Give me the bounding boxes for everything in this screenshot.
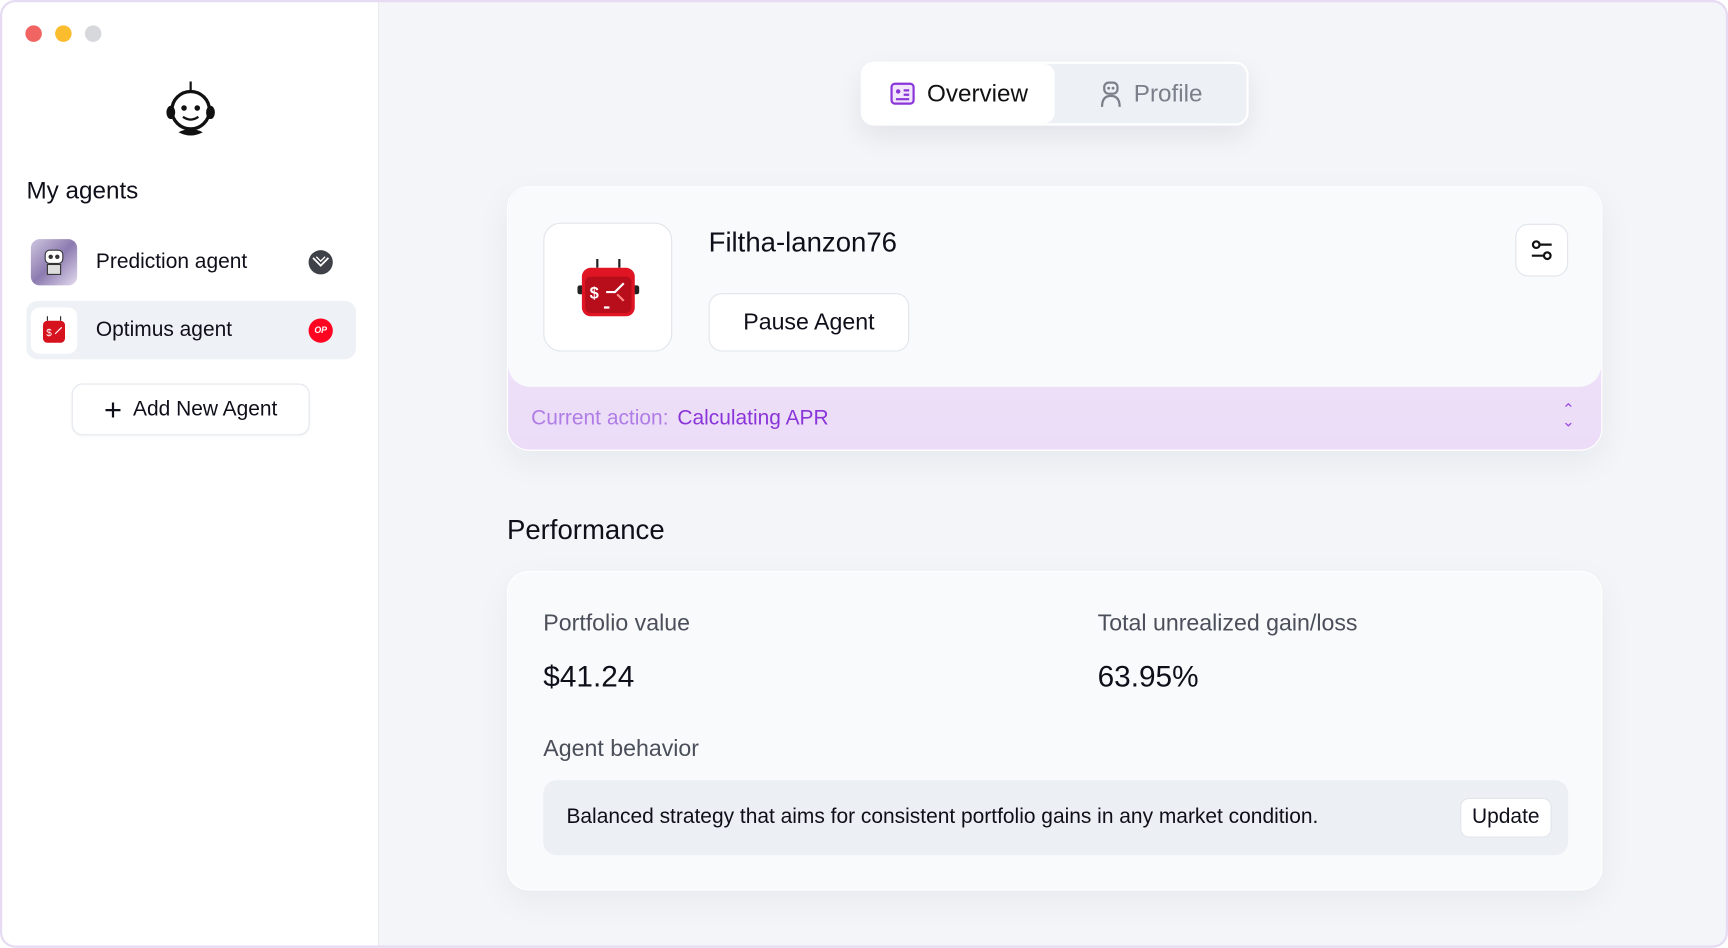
add-new-agent-label: Add New Agent bbox=[133, 397, 278, 421]
robot-person-icon bbox=[1100, 81, 1121, 107]
plus-icon: + bbox=[103, 391, 122, 426]
settings-sliders-button[interactable] bbox=[1515, 223, 1569, 277]
expand-collapse-chevron-icon[interactable]: ⌃ ⌄ bbox=[1561, 400, 1575, 430]
view-tabs: Overview Profile bbox=[860, 61, 1249, 126]
performance-heading: Performance bbox=[506, 514, 665, 546]
agent-behavior-label: Agent behavior bbox=[543, 736, 700, 762]
sliders-icon bbox=[1531, 240, 1552, 261]
tab-overview[interactable]: Overview bbox=[862, 63, 1055, 124]
pause-agent-button[interactable]: Pause Agent bbox=[708, 293, 910, 352]
agent-card: $ Filtha-lanzon76 Pause Agent Current ac… bbox=[506, 186, 1603, 451]
agent-name: Optimus agent bbox=[95, 317, 233, 342]
gnosis-icon bbox=[308, 249, 333, 274]
tab-label: Overview bbox=[926, 79, 1029, 107]
optimism-icon: OP bbox=[308, 317, 333, 343]
svg-text:$: $ bbox=[46, 328, 52, 339]
current-action-label: Current action: bbox=[531, 406, 669, 430]
maximize-window-button[interactable] bbox=[84, 25, 102, 42]
performance-card: Portfolio value $41.24 Total unrealized … bbox=[506, 570, 1603, 891]
gain-loss-value: 63.95% bbox=[1097, 660, 1199, 694]
minimize-window-button[interactable] bbox=[55, 25, 72, 42]
id-card-icon bbox=[890, 82, 915, 105]
agent-behavior-box: Balanced strategy that aims for consiste… bbox=[543, 780, 1569, 856]
sidebar: My agents Prediction agent $ Optimus age… bbox=[2, 2, 380, 946]
portfolio-value-label: Portfolio value bbox=[543, 610, 690, 636]
my-agents-heading: My agents bbox=[26, 176, 139, 204]
tab-label: Profile bbox=[1133, 79, 1203, 107]
prediction-agent-avatar bbox=[30, 238, 78, 285]
gain-loss-label: Total unrealized gain/loss bbox=[1097, 610, 1358, 636]
agent-name: Prediction agent bbox=[95, 249, 248, 273]
tab-profile[interactable]: Profile bbox=[1055, 64, 1247, 124]
sidebar-item-prediction-agent[interactable]: Prediction agent bbox=[26, 233, 356, 291]
current-action: Current action: Calculating APR bbox=[531, 407, 828, 431]
agent-name-title: Filtha-lanzon76 bbox=[708, 227, 897, 258]
close-window-button[interactable] bbox=[25, 25, 42, 42]
portfolio-value: $41.24 bbox=[543, 660, 635, 694]
svg-text:$: $ bbox=[589, 283, 598, 302]
agent-behavior-text: Balanced strategy that aims for consiste… bbox=[566, 805, 1319, 829]
agent-avatar: $ bbox=[543, 222, 673, 352]
add-new-agent-button[interactable]: + Add New Agent bbox=[71, 383, 310, 436]
update-behavior-button[interactable]: Update bbox=[1459, 797, 1552, 838]
sidebar-item-optimus-agent[interactable]: $ Optimus agent OP bbox=[26, 300, 356, 360]
robot-logo-icon bbox=[166, 81, 215, 136]
optimus-agent-avatar: $ bbox=[30, 306, 78, 354]
current-action-value: Calculating APR bbox=[677, 406, 829, 430]
